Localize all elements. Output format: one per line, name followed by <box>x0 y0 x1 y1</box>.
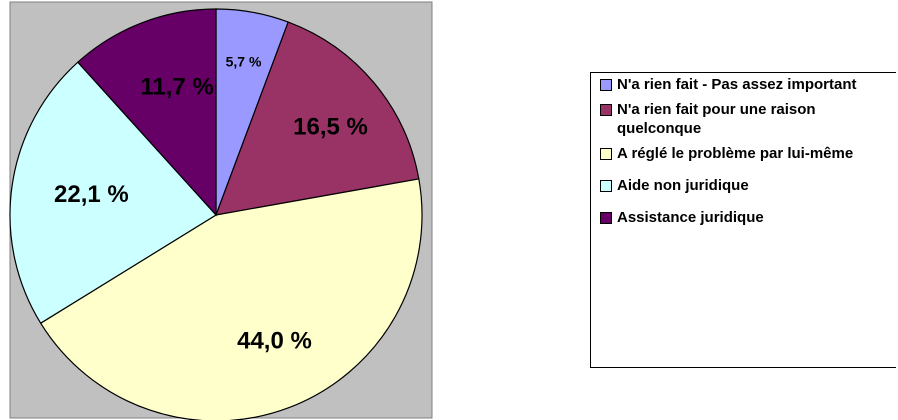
legend-label: Aide non juridique <box>617 177 749 194</box>
pie-slice <box>39 178 423 420</box>
data-label: 16,5 % <box>293 113 368 140</box>
legend-label: N'a rien fait pour une raison quelconque <box>617 101 816 137</box>
legend-label: A réglé le problème par lui-même <box>617 145 854 162</box>
data-label: 11,7 % <box>140 73 213 100</box>
legend-swatch <box>600 79 612 91</box>
legend-swatch <box>600 180 612 192</box>
legend-item: N'a rien fait - Pas assez important <box>591 75 892 94</box>
legend: N'a rien fait - Pas assez important N'a r… <box>590 72 896 368</box>
chart: 5,7 % 16,5 % 44,0 % 22,1 % 11,7 % <box>9 1 433 420</box>
legend-label: Assistance juridique <box>617 209 764 226</box>
legend-item: Assistance juridique <box>591 208 892 227</box>
data-label: 44,0 % <box>237 327 312 354</box>
legend-swatch <box>600 148 612 160</box>
legend-item: Aide non juridique <box>591 176 892 195</box>
legend-item: N'a rien fait pour une raison quelconque <box>591 100 892 138</box>
legend-swatch <box>600 104 612 116</box>
legend-item: A réglé le problème par lui-même <box>591 144 892 163</box>
pie-slice <box>76 8 217 217</box>
pie-slice <box>9 61 217 325</box>
pie-slice <box>215 21 420 216</box>
legend-label: N'a rien fait - Pas assez important <box>617 76 857 93</box>
data-label: 5,7 % <box>226 54 262 70</box>
data-label: 22,1 % <box>54 181 129 208</box>
legend-swatch <box>600 212 612 224</box>
